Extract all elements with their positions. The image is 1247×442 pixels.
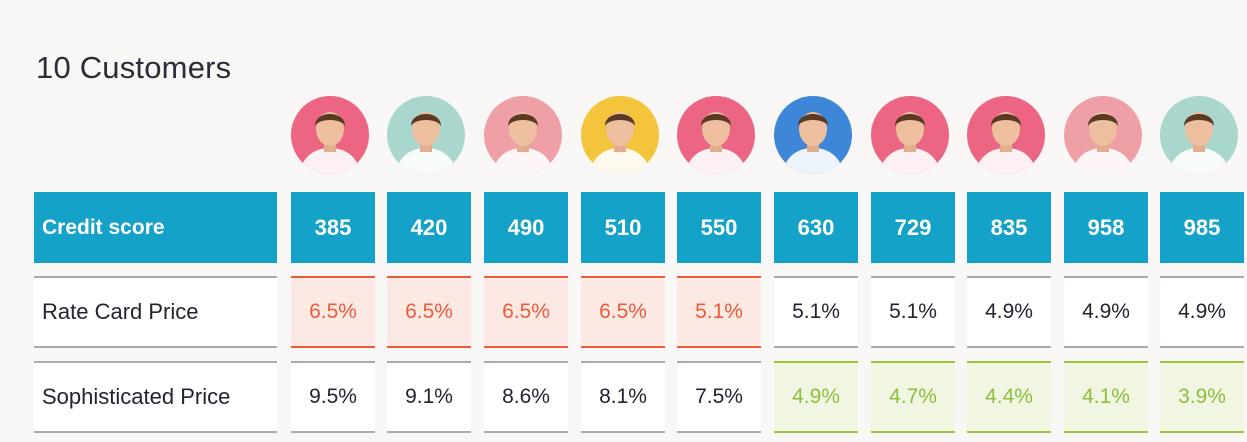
credit-score-cell: 510 [581,192,665,263]
rate-card-price-cell: 6.5% [291,276,375,348]
sophisticated-price-cell: 4.4% [967,361,1051,433]
sophisticated-price-label: Sophisticated Price [34,361,277,433]
credit-score-cell: 958 [1064,192,1148,263]
credit-score-cell: 385 [291,192,375,263]
credit-score-label: Credit score [34,192,277,263]
customer-9-avatar [1064,96,1142,174]
credit-score-cell: 729 [871,192,955,263]
sophisticated-price-cell: 4.7% [871,361,955,433]
credit-score-cell: 490 [484,192,568,263]
rate-card-price-cell: 4.9% [1160,276,1244,348]
credit-score-cell: 630 [774,192,858,263]
page-title: 10 Customers [36,50,232,85]
sophisticated-price-cell: 7.5% [677,361,761,433]
rate-card-price-cell: 6.5% [484,276,568,348]
customer-3-avatar [484,96,562,174]
sophisticated-price-cell: 8.6% [484,361,568,433]
sophisticated-price-cell: 9.1% [387,361,471,433]
rate-card-price-cell: 4.9% [1064,276,1148,348]
customer-5-avatar [677,96,755,174]
credit-score-cell: 835 [967,192,1051,263]
customer-1-avatar [291,96,369,174]
rate-card-price-cell: 5.1% [774,276,858,348]
rate-card-price-cell: 5.1% [871,276,955,348]
sophisticated-price-cell: 4.9% [774,361,858,433]
rate-card-price-cell: 6.5% [387,276,471,348]
credit-score-cell: 985 [1160,192,1244,263]
customer-10-avatar [1160,96,1238,174]
customer-7-avatar [871,96,949,174]
customer-6-avatar [774,96,852,174]
rate-card-price-cell: 5.1% [677,276,761,348]
customer-4-avatar [581,96,659,174]
credit-score-cell: 420 [387,192,471,263]
sophisticated-price-cell: 9.5% [291,361,375,433]
sophisticated-price-cell: 8.1% [581,361,665,433]
sophisticated-price-cell: 4.1% [1064,361,1148,433]
customer-8-avatar [967,96,1045,174]
sophisticated-price-cell: 3.9% [1160,361,1244,433]
rate-card-price-label: Rate Card Price [34,276,277,348]
customer-2-avatar [387,96,465,174]
rate-card-price-cell: 4.9% [967,276,1051,348]
rate-card-price-cell: 6.5% [581,276,665,348]
credit-score-cell: 550 [677,192,761,263]
